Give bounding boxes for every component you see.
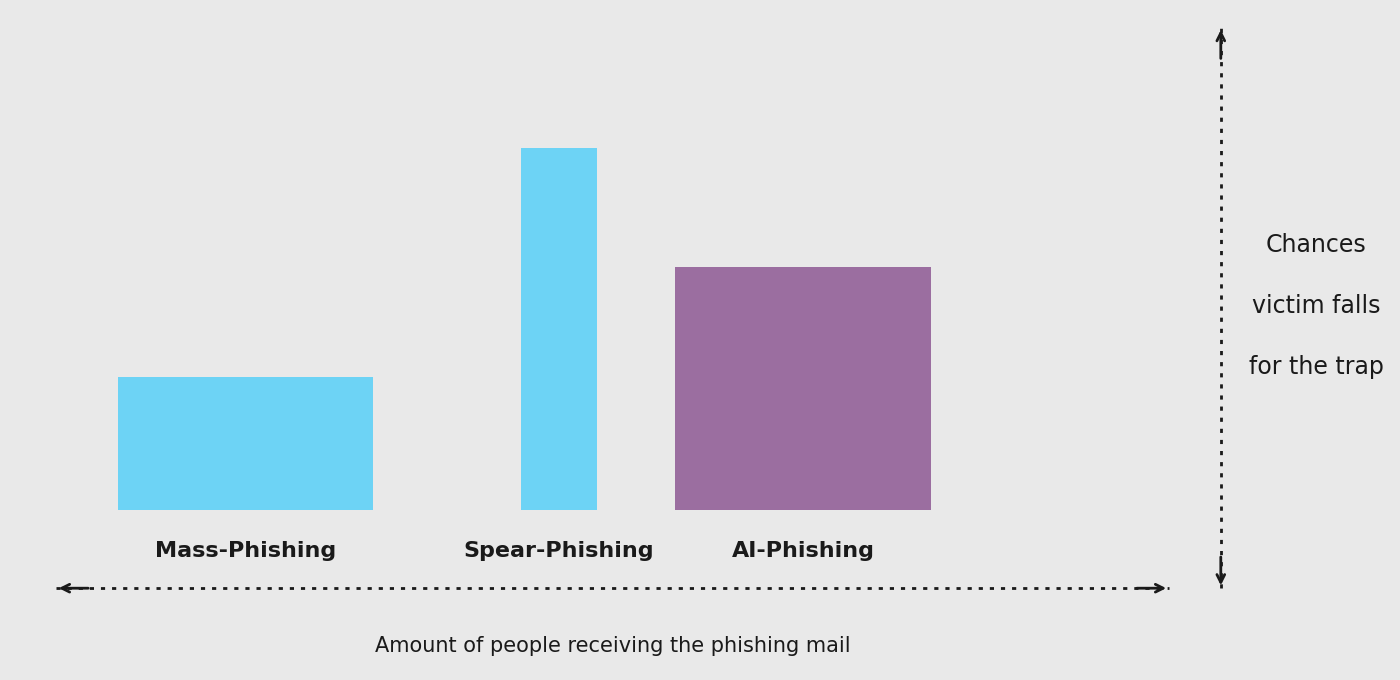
Text: victim falls: victim falls (1252, 294, 1380, 318)
Text: Mass-Phishing: Mass-Phishing (155, 541, 336, 560)
Text: Chances: Chances (1266, 233, 1366, 257)
Text: Spear-Phishing: Spear-Phishing (463, 541, 654, 560)
Text: Amount of people receiving the phishing mail: Amount of people receiving the phishing … (375, 636, 850, 656)
Bar (521, 148, 596, 510)
Bar (675, 267, 931, 510)
Text: for the trap: for the trap (1249, 355, 1383, 379)
Text: AI-Phishing: AI-Phishing (732, 541, 875, 560)
Bar (118, 377, 374, 510)
